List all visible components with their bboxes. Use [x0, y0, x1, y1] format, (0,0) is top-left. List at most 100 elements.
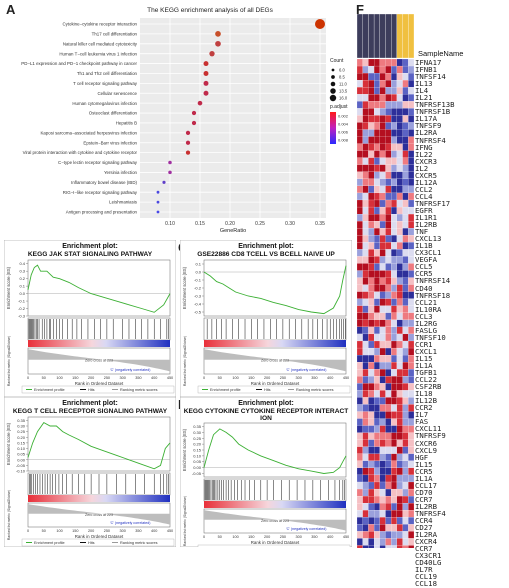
- heatmap-cell: [385, 143, 392, 151]
- heatmap-cell: [402, 517, 409, 525]
- kegg-dot: [185, 140, 191, 145]
- heatmap-row-label: CCL17: [415, 480, 437, 490]
- heatmap-cell: [391, 214, 397, 222]
- heatmap-row-label: CCR5: [415, 269, 433, 279]
- heatmap-cell: [374, 425, 380, 433]
- heatmap-cell: [379, 263, 386, 271]
- heatmap-cell: [402, 122, 409, 130]
- heatmap-cell: [396, 136, 403, 144]
- heatmap-cell: [374, 157, 380, 165]
- heatmap-cell: [368, 446, 375, 454]
- heatmap-cell: [391, 517, 397, 525]
- heatmap-row-label: CXCR5: [415, 170, 437, 180]
- heatmap-cell: [356, 481, 363, 490]
- es-ylabel: Enrichment score (ES): [6, 266, 11, 309]
- heatmap-row-label: FASLG: [415, 325, 437, 335]
- heatmap-row-label: TNFSF9: [415, 121, 442, 131]
- heatmap-cell: [385, 418, 392, 426]
- heatmap-cell: [368, 122, 375, 130]
- heatmap-cell: [396, 65, 403, 74]
- heatmap-cell: [385, 136, 392, 144]
- heatmap-cell: [374, 101, 380, 109]
- heatmap-cell: [356, 122, 363, 130]
- count-legend-dot: [331, 75, 335, 79]
- heatmap-row-label: IL4: [415, 86, 429, 96]
- heatmap-cell: [379, 58, 386, 67]
- heatmap-cell: [402, 185, 409, 194]
- gsea-title-line1: Enrichment plot:: [238, 243, 294, 250]
- heatmap-cell: [396, 178, 403, 186]
- ranking-color-bar: [28, 340, 170, 347]
- heatmap-cell: [356, 235, 363, 243]
- heatmap-cell: [391, 277, 397, 285]
- heatmap-cell: [385, 249, 392, 257]
- kegg-dot: [156, 210, 160, 214]
- heatmap-cell: [408, 277, 415, 285]
- heatmap-cell: [374, 80, 380, 88]
- heatmap-cell: [408, 80, 415, 88]
- heatmap-cell: [368, 432, 375, 440]
- heatmap-cell: [356, 94, 363, 102]
- heatmap-cell: [356, 326, 363, 335]
- heatmap-cell: [402, 157, 409, 165]
- heatmap-cell: [362, 58, 369, 67]
- heatmap-cell: [379, 129, 386, 137]
- heatmap-row-label: IL1A: [415, 473, 433, 483]
- heatmap-cell: [379, 425, 386, 433]
- es-y-tick-label: -0.10: [16, 469, 26, 474]
- gsea-title-line1: Enrichment plot:: [62, 243, 118, 250]
- heatmap-cell: [362, 143, 369, 151]
- heatmap-cell: [408, 256, 415, 264]
- heatmap-cell: [374, 249, 380, 257]
- heatmap-cell: [396, 263, 403, 271]
- hits-frame: [203, 478, 347, 502]
- heatmap-cell: [362, 192, 369, 201]
- gsea-x-tick-label: 200: [88, 529, 94, 533]
- heatmap-cell: [385, 369, 392, 377]
- heatmap-cell: [385, 101, 392, 109]
- heatmap-cell: [402, 73, 409, 81]
- heatmap-cell: [368, 277, 375, 285]
- heatmap-cell: [374, 284, 380, 292]
- heatmap-cell: [391, 333, 397, 342]
- heatmap-cell: [385, 446, 392, 454]
- heatmap-cell: [408, 376, 415, 384]
- ranked-metric-area: [204, 349, 346, 372]
- heatmap-cell: [408, 108, 415, 116]
- kegg-x-tick: 0.10: [165, 221, 175, 227]
- heatmap-cell: [356, 73, 363, 81]
- gsea-x-tick-label: 0: [203, 376, 205, 380]
- heatmap-cell: [391, 376, 397, 384]
- heatmap-cell: [385, 404, 392, 412]
- heatmap-cell: [356, 390, 363, 398]
- heatmap-cell: [396, 517, 403, 525]
- es-y-tick-label: 0.10: [17, 446, 26, 451]
- gsea-x-tick-label: 150: [248, 535, 254, 539]
- heatmap-cell: [408, 446, 415, 454]
- heatmap-cell: [396, 192, 403, 201]
- heatmap-cell: [374, 446, 380, 454]
- heatmap-cell: [356, 101, 363, 109]
- heatmap-cell: [402, 235, 409, 243]
- gsea-legend-label: Enrichment profile: [34, 541, 65, 545]
- kegg-dot: [168, 160, 172, 165]
- heatmap-cell: [408, 284, 415, 292]
- heatmap-cell: [408, 383, 415, 391]
- gsea-x-tick-label: 450: [167, 529, 173, 533]
- kegg-dot: [162, 180, 166, 184]
- panel-letter-a: A: [6, 2, 16, 17]
- heatmap-cell: [362, 425, 369, 433]
- heatmap-cell: [402, 524, 409, 532]
- heatmap-cell: [385, 206, 392, 215]
- heatmap-cell: [362, 355, 369, 363]
- heatmap-cell: [379, 319, 386, 327]
- heatmap-cell: [391, 439, 397, 447]
- gsea-x-tick-label: 150: [72, 529, 78, 533]
- heatmap-cell: [408, 129, 415, 137]
- panel-letter-f: F: [356, 2, 364, 17]
- heatmap-row-label: CD27: [415, 523, 433, 533]
- gsea-x-tick-label: 50: [42, 376, 46, 380]
- heatmap-cell: [362, 531, 369, 539]
- heatmap-row-label: IL22: [415, 149, 433, 159]
- heatmap-row-label: CCR7: [415, 544, 433, 554]
